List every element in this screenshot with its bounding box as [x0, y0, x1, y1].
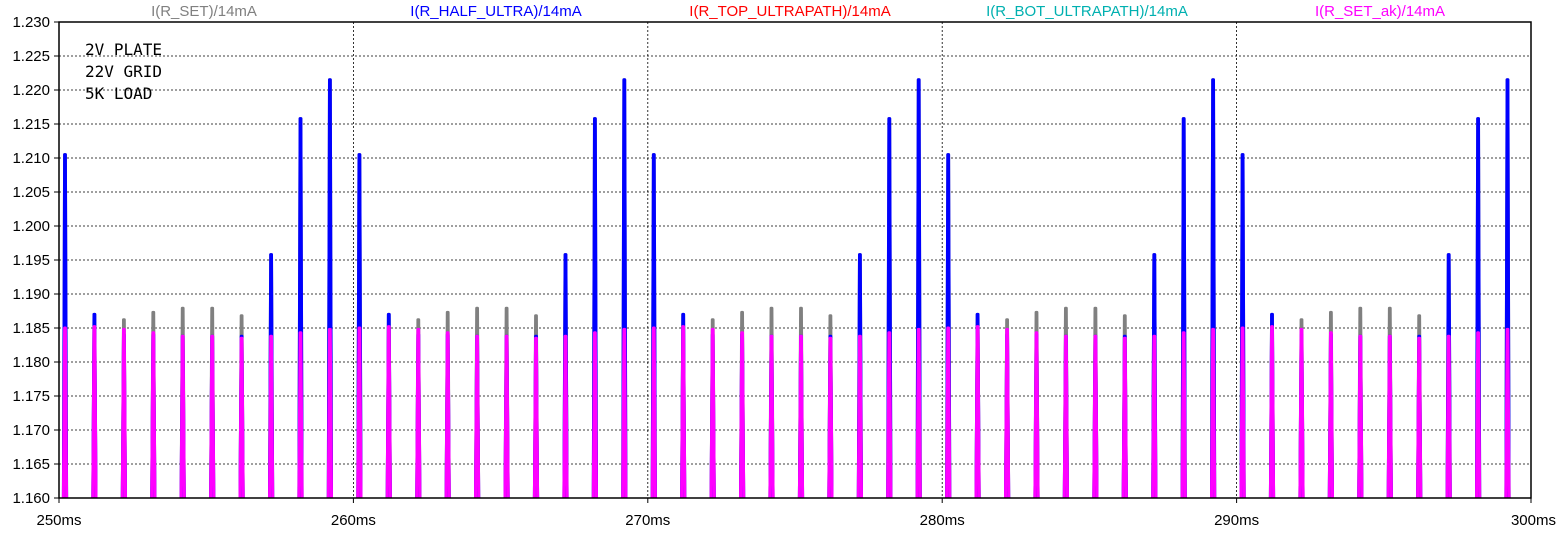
x-tick-label: 250ms — [36, 512, 81, 529]
y-tick-label: 1.175 — [12, 388, 50, 405]
y-tick-label: 1.170 — [12, 422, 50, 439]
y-tick-label: 1.180 — [12, 354, 50, 371]
legend-entry: I(R_SET_ak)/14mA — [1315, 3, 1445, 20]
series-line — [63, 80, 1509, 498]
series-line — [63, 327, 1509, 498]
legend-entry: I(R_BOT_ULTRAPATH)/14mA — [986, 3, 1188, 20]
annotation-line: 5K LOAD — [85, 84, 152, 103]
annotation-line: 22V GRID — [85, 62, 162, 81]
legend-entry: I(R_SET)/14mA — [151, 3, 257, 20]
grid — [59, 22, 1531, 498]
y-tick-label: 1.215 — [12, 116, 50, 133]
annotation-line: 2V PLATE — [85, 40, 162, 59]
x-tick-label: 260ms — [331, 512, 376, 529]
series-layer — [63, 80, 1509, 498]
y-tick-label: 1.200 — [12, 218, 50, 235]
y-axis: 1.160 1.165 1.170 1.175 1.180 1.185 1.190 1.195… — [12, 14, 59, 507]
x-tick-label: 280ms — [920, 512, 965, 529]
y-tick-label: 1.190 — [12, 286, 50, 303]
y-tick-label: 1.160 — [12, 490, 50, 507]
x-axis: 250ms 260ms 270ms 280ms 290ms 300ms — [36, 498, 1556, 529]
legend: I(R_SET)/14mA I(R_HALF_ULTRA)/14mA I(R_TOP… — [151, 3, 1445, 20]
legend-entry: I(R_HALF_ULTRA)/14mA — [410, 3, 581, 20]
series-0 — [63, 80, 1509, 498]
y-tick-label: 1.185 — [12, 320, 50, 337]
y-tick-label: 1.165 — [12, 456, 50, 473]
y-tick-label: 1.225 — [12, 48, 50, 65]
annotation-block: 2V PLATE 22V GRID 5K LOAD — [85, 40, 162, 103]
series-4 — [63, 327, 1509, 498]
x-tick-label: 270ms — [625, 512, 670, 529]
series-line — [63, 80, 1509, 498]
y-tick-label: 1.230 — [12, 14, 50, 31]
y-tick-label: 1.220 — [12, 82, 50, 99]
legend-entry: I(R_TOP_ULTRAPATH)/14mA — [689, 3, 890, 20]
y-tick-label: 1.205 — [12, 184, 50, 201]
x-tick-label: 300ms — [1511, 512, 1556, 529]
y-tick-label: 1.195 — [12, 252, 50, 269]
series-1 — [63, 80, 1509, 498]
x-tick-label: 290ms — [1214, 512, 1259, 529]
y-tick-label: 1.210 — [12, 150, 50, 167]
